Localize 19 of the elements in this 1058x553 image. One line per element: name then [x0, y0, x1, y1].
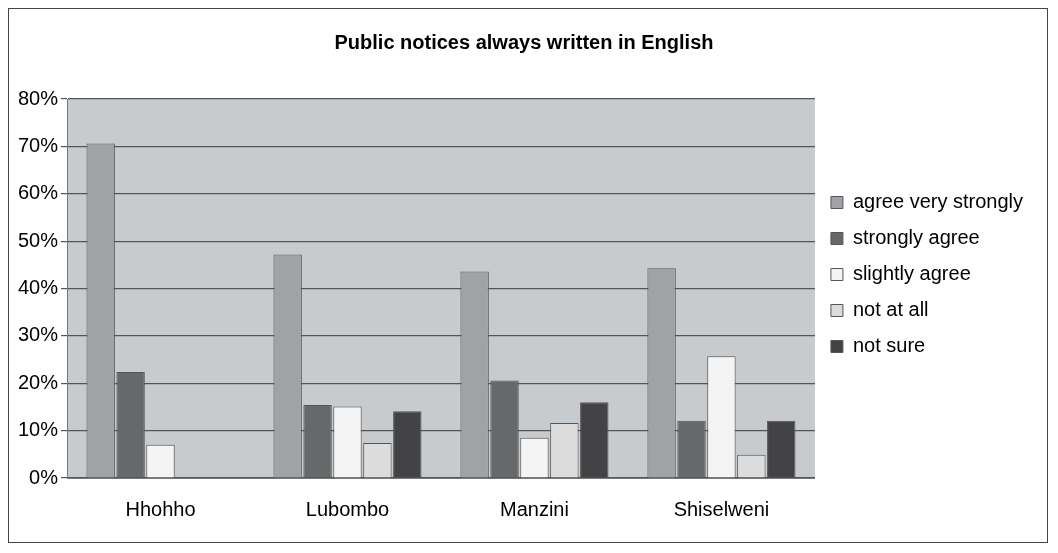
y-tick-label: 20% [18, 370, 59, 393]
chart-title: Public notices always written in English [334, 30, 714, 53]
legend-label: not sure [852, 334, 926, 357]
y-tick-label: 50% [18, 228, 59, 251]
x-tick-label: Shiselweni [673, 497, 770, 520]
x-tick-label: Lubombo [305, 497, 390, 520]
y-tick-label: 30% [18, 323, 59, 346]
legend-label: agree very strongly [852, 190, 1023, 213]
y-tick-label: 70% [18, 133, 59, 156]
y-tick-label: 40% [18, 276, 59, 299]
x-tick-label: Manzini [500, 497, 569, 520]
y-tick-label: 60% [18, 181, 59, 204]
x-tick-label: Hhohho [125, 497, 196, 520]
y-tick-label: 80% [18, 86, 59, 109]
legend-label: slightly agree [852, 262, 971, 285]
legend-label: not at all [852, 298, 929, 321]
y-tick-label: 0% [29, 465, 59, 488]
y-tick-label: 10% [18, 418, 59, 441]
legend-label: strongly agree [852, 226, 980, 249]
